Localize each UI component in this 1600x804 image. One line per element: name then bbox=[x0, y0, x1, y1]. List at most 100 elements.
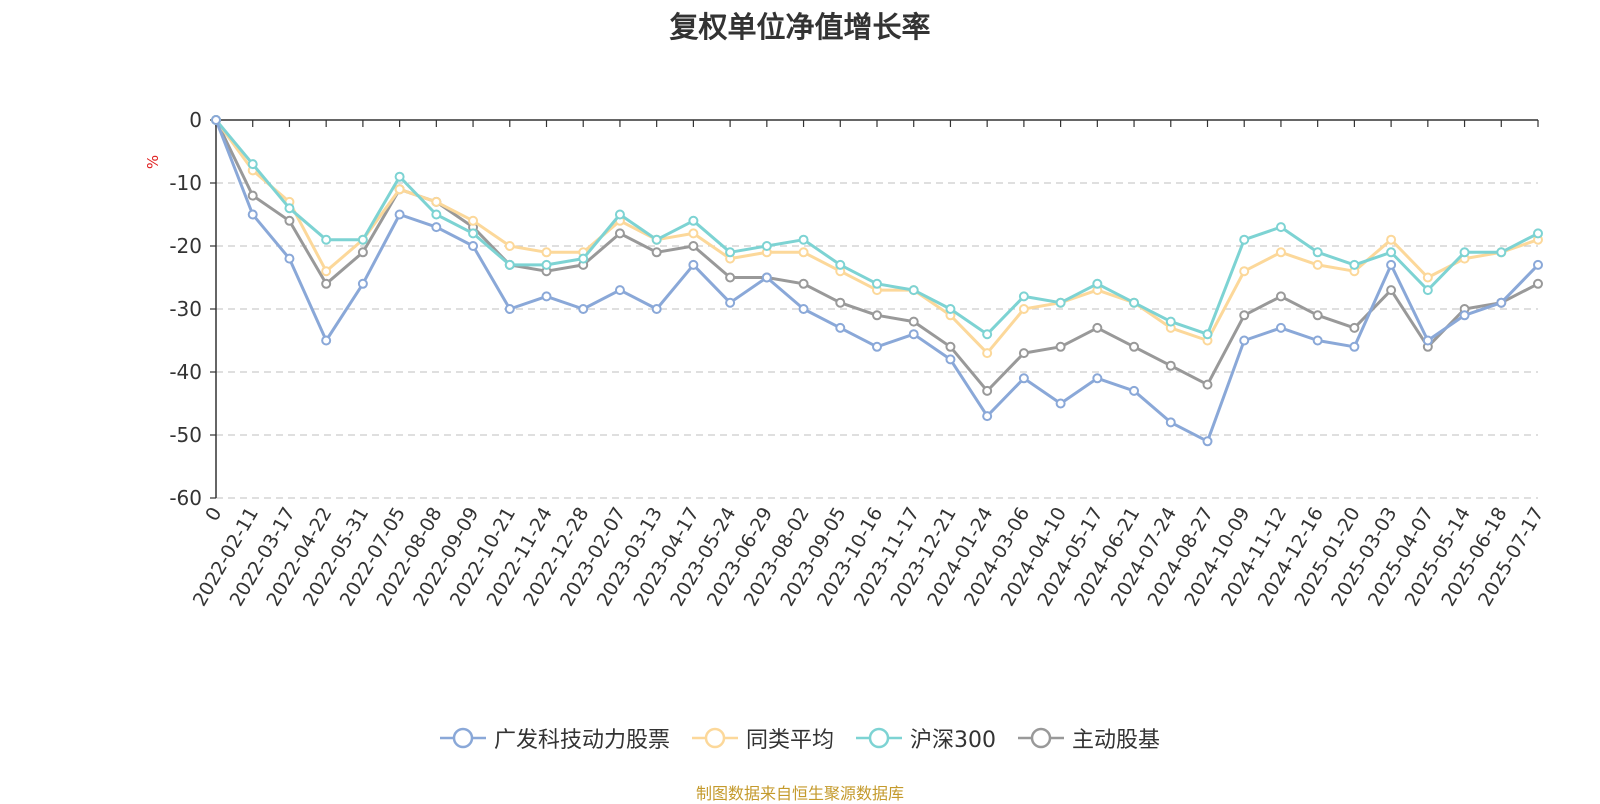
data-point bbox=[1055, 398, 1066, 409]
data-point bbox=[357, 247, 368, 258]
data-point bbox=[394, 171, 405, 182]
data-point bbox=[1092, 278, 1103, 289]
data-point bbox=[541, 291, 552, 302]
data-point bbox=[1312, 310, 1323, 321]
data-point bbox=[1496, 247, 1507, 258]
y-tick-label: -40 bbox=[169, 360, 202, 384]
data-point bbox=[1092, 322, 1103, 333]
data-point bbox=[872, 310, 882, 321]
data-point bbox=[614, 209, 625, 220]
y-tick-label: -10 bbox=[169, 171, 202, 195]
data-point bbox=[468, 241, 479, 251]
data-point bbox=[1092, 373, 1103, 384]
data-point bbox=[1275, 291, 1286, 302]
data-point bbox=[761, 272, 772, 283]
data-point bbox=[908, 285, 919, 296]
data-point bbox=[1202, 329, 1213, 340]
data-point bbox=[578, 304, 589, 314]
legend-item[interactable]: 同类平均 bbox=[691, 722, 834, 754]
data-point bbox=[651, 304, 662, 314]
legend-item[interactable]: 主动股基 bbox=[1018, 722, 1160, 754]
data-point bbox=[688, 241, 699, 251]
legend-label: 主动股基 bbox=[1072, 728, 1161, 753]
data-point bbox=[1055, 297, 1066, 308]
data-point bbox=[651, 247, 662, 258]
data-point bbox=[945, 341, 956, 352]
data-point bbox=[468, 228, 479, 239]
legend-label: 同类平均 bbox=[745, 728, 834, 753]
data-point bbox=[1312, 335, 1323, 346]
data-point bbox=[761, 241, 772, 251]
data-point bbox=[1018, 373, 1029, 384]
data-point bbox=[321, 335, 332, 346]
data-point bbox=[798, 278, 809, 289]
data-point bbox=[284, 215, 295, 226]
data-point bbox=[431, 209, 442, 220]
data-point bbox=[504, 259, 515, 270]
data-point bbox=[1422, 335, 1433, 346]
legend-line-circle-icon bbox=[439, 727, 486, 749]
data-point bbox=[908, 329, 919, 340]
y-tick-label: -50 bbox=[169, 423, 202, 447]
data-point bbox=[1422, 285, 1433, 296]
data-point bbox=[247, 209, 258, 220]
data-point bbox=[1129, 297, 1140, 308]
data-point bbox=[908, 316, 919, 327]
data-point bbox=[1459, 247, 1470, 258]
chart-title: 复权单位净值增长率 bbox=[669, 10, 931, 44]
data-point bbox=[247, 190, 258, 201]
data-point bbox=[1312, 247, 1323, 258]
data-point bbox=[1312, 259, 1323, 270]
data-point bbox=[321, 266, 332, 277]
data-point bbox=[394, 209, 405, 220]
data-point bbox=[945, 354, 956, 365]
data-point bbox=[725, 272, 736, 283]
data-point bbox=[688, 228, 699, 239]
data-point bbox=[1349, 341, 1360, 352]
data-point bbox=[357, 234, 368, 245]
data-point bbox=[394, 184, 405, 195]
data-point bbox=[504, 241, 515, 251]
data-point bbox=[284, 253, 295, 264]
data-point bbox=[1349, 322, 1360, 333]
data-source-footer: 制图数据来自恒生聚源数据库 bbox=[695, 784, 904, 803]
data-point bbox=[1422, 272, 1433, 283]
data-point bbox=[247, 159, 258, 170]
data-point bbox=[798, 234, 809, 245]
data-point bbox=[431, 222, 442, 233]
data-point bbox=[614, 285, 625, 296]
data-point bbox=[1275, 222, 1286, 233]
data-point bbox=[835, 259, 846, 270]
series-line bbox=[214, 119, 1539, 336]
data-point bbox=[321, 234, 332, 245]
legend: 广发科技动力股票 同类平均 沪深300 主动股基 bbox=[0, 722, 1600, 754]
data-point bbox=[1018, 291, 1029, 302]
data-point bbox=[1496, 297, 1507, 308]
legend-item[interactable]: 沪深300 bbox=[856, 722, 996, 754]
y-tick-label: -60 bbox=[169, 486, 202, 510]
y-axis-unit-label: % bbox=[144, 155, 162, 169]
legend-line-circle-icon bbox=[1018, 727, 1064, 749]
data-point bbox=[982, 385, 993, 396]
data-point bbox=[1275, 247, 1286, 258]
data-point bbox=[1239, 234, 1250, 245]
data-point bbox=[1202, 379, 1213, 390]
data-point bbox=[1533, 278, 1543, 289]
legend-item[interactable]: 广发科技动力股票 bbox=[439, 722, 670, 754]
data-point bbox=[725, 297, 736, 308]
data-point bbox=[1349, 259, 1360, 270]
data-point bbox=[982, 411, 993, 422]
y-tick-label: -20 bbox=[169, 234, 202, 258]
data-point bbox=[835, 322, 846, 333]
y-tick-label: 0 bbox=[189, 108, 202, 132]
data-point bbox=[872, 341, 882, 352]
data-point bbox=[578, 253, 589, 264]
data-point bbox=[1018, 348, 1029, 359]
legend-label: 沪深300 bbox=[910, 728, 996, 753]
data-point bbox=[872, 278, 882, 289]
data-point bbox=[1129, 341, 1140, 352]
data-point bbox=[982, 329, 993, 340]
data-point bbox=[211, 115, 221, 125]
y-tick-label: -30 bbox=[169, 297, 202, 321]
data-point bbox=[651, 234, 662, 245]
